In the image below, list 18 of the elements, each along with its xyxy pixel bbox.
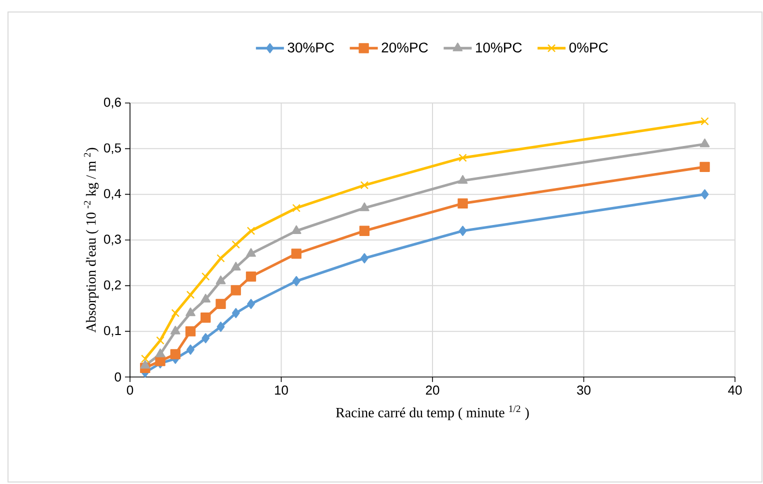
x-axis-title: Racine carré du temp ( minute $^{1/2}$ ) (336, 406, 529, 420)
y-tick-label: 0,3 (104, 234, 121, 246)
x-tick-label: 40 (728, 386, 742, 395)
x-tick-label: 10 (275, 386, 288, 395)
x-tick-label: 30 (577, 386, 590, 395)
y-axis-title: Absorption d'eau ( 10 $^{-2}$ kg / m $^{2}$) (84, 148, 99, 333)
y-tick-label: 0,5 (104, 143, 121, 154)
y-tick-label: 0,1 (104, 326, 121, 337)
legend-label: 0%PC (569, 42, 608, 52)
x-tick-label: 20 (426, 386, 440, 395)
y-tick-label: 0 (114, 372, 121, 382)
legend-label: 30%PC (288, 42, 334, 52)
y-tick-label: 0,6 (104, 98, 121, 108)
legend-label: 20%PC (382, 42, 428, 52)
y-tick-label: 0,4 (104, 188, 122, 200)
legend-label: 10%PC (476, 42, 522, 52)
x-tick-label: 0 (126, 386, 134, 395)
y-tick-label: 0,2 (104, 280, 121, 292)
